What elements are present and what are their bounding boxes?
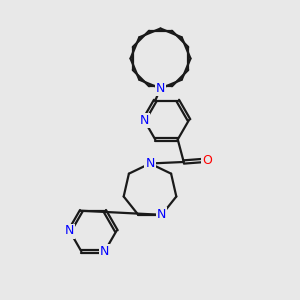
Text: N: N (145, 157, 155, 170)
Text: N: N (100, 245, 110, 258)
Text: O: O (202, 154, 212, 167)
Text: N: N (157, 208, 166, 221)
Text: N: N (156, 82, 165, 95)
Text: N: N (65, 224, 74, 238)
Text: N: N (139, 113, 149, 127)
